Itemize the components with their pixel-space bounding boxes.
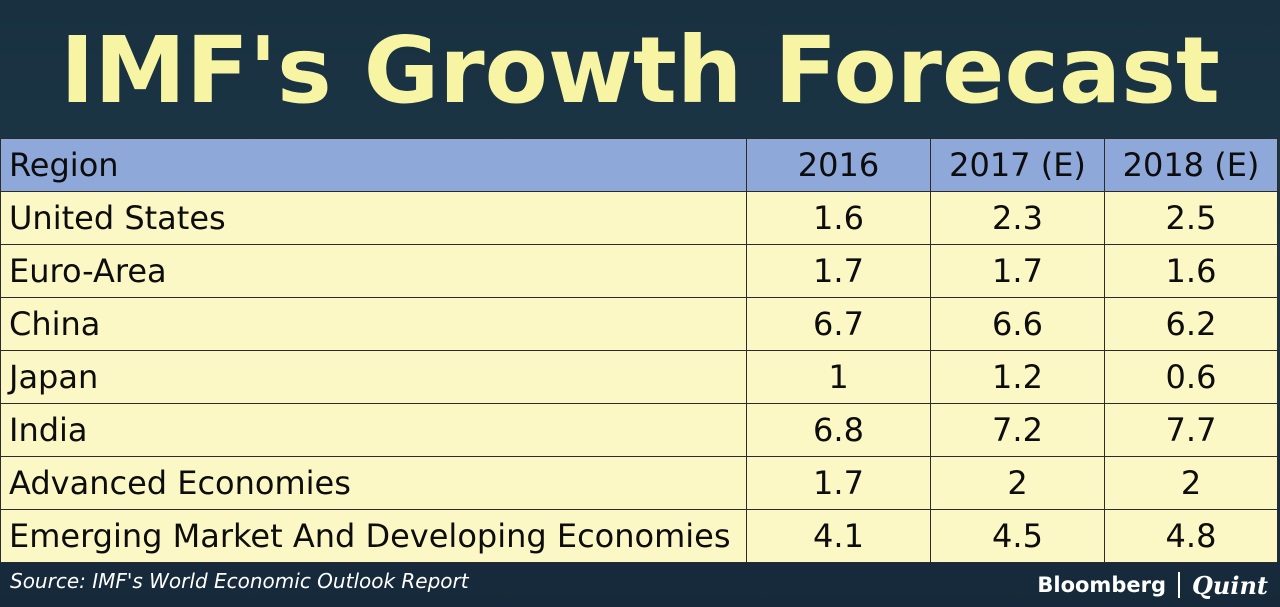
table-row: Advanced Economies 1.7 2 2 [0,456,1278,510]
value-cell-2016: 6.7 [746,297,931,351]
value-cell-2017: 6.6 [930,297,1105,351]
value-cell-2018: 0.6 [1104,350,1278,404]
page-title: IMF's Growth Forecast [60,17,1220,124]
table-row: China 6.7 6.6 6.2 [0,297,1278,351]
value-cell-2016: 4.1 [746,509,931,563]
region-cell: Japan [0,350,747,404]
table-header-row: Region 2016 2017 (E) 2018 (E) [0,138,1278,192]
region-cell: China [0,297,747,351]
column-header-2016: 2016 [746,138,931,192]
logo-divider [1177,572,1180,598]
value-cell-2016: 6.8 [746,403,931,457]
value-cell-2018: 2 [1104,456,1278,510]
value-cell-2017: 1.2 [930,350,1105,404]
value-cell-2018: 7.7 [1104,403,1278,457]
region-cell: Advanced Economies [0,456,747,510]
logo-brand-bloomberg: Bloomberg [1037,573,1166,597]
region-cell: United States [0,191,747,245]
forecast-table: Region 2016 2017 (E) 2018 (E) United Sta… [0,138,1278,563]
table-body: United States 1.6 2.3 2.5 Euro-Area 1.7 … [0,191,1278,563]
region-cell: India [0,403,747,457]
column-header-region: Region [0,138,747,192]
logo-brand-quint: Quint [1191,570,1268,600]
value-cell-2016: 1.6 [746,191,931,245]
table-row: United States 1.6 2.3 2.5 [0,191,1278,245]
value-cell-2018: 1.6 [1104,244,1278,298]
value-cell-2016: 1 [746,350,931,404]
table-row: Emerging Market And Developing Economies… [0,509,1278,563]
region-cell: Emerging Market And Developing Economies [0,509,747,563]
value-cell-2018: 6.2 [1104,297,1278,351]
value-cell-2017: 7.2 [930,403,1105,457]
value-cell-2017: 2 [930,456,1105,510]
column-header-2017: 2017 (E) [930,138,1105,192]
table-row: India 6.8 7.2 7.7 [0,403,1278,457]
table-row: Euro-Area 1.7 1.7 1.6 [0,244,1278,298]
source-note: Source: IMF's World Economic Outlook Rep… [10,569,469,593]
value-cell-2017: 2.3 [930,191,1105,245]
column-header-2018: 2018 (E) [1104,138,1278,192]
value-cell-2016: 1.7 [746,456,931,510]
value-cell-2018: 2.5 [1104,191,1278,245]
value-cell-2017: 1.7 [930,244,1105,298]
publisher-logo: Bloomberg Quint [1037,568,1268,602]
table-row: Japan 1 1.2 0.6 [0,350,1278,404]
region-cell: Euro-Area [0,244,747,298]
value-cell-2018: 4.8 [1104,509,1278,563]
value-cell-2017: 4.5 [930,509,1105,563]
value-cell-2016: 1.7 [746,244,931,298]
